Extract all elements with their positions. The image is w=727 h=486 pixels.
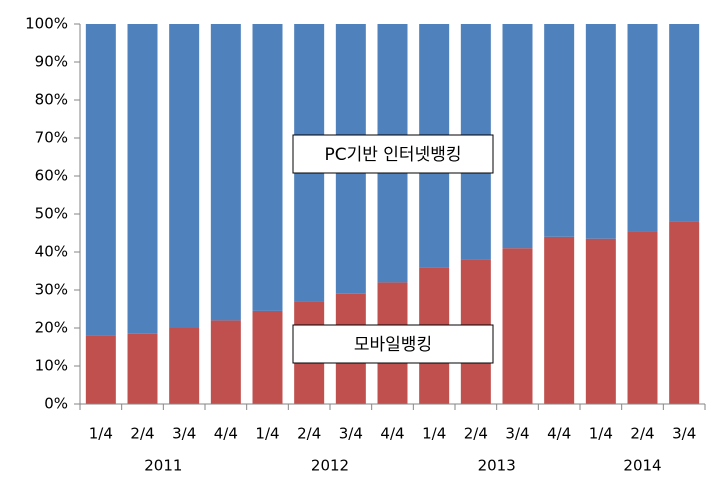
legend-box — [292, 324, 494, 364]
x-tick-label: 4/4 — [214, 425, 238, 443]
year-label: 2014 — [623, 457, 661, 475]
x-tick-label: 4/4 — [380, 425, 404, 443]
y-tick-label: 10% — [35, 357, 68, 375]
x-tick-label: 1/4 — [589, 425, 613, 443]
bar-segment — [669, 221, 700, 404]
x-tick-label: 1/4 — [89, 425, 113, 443]
year-label: 2013 — [478, 457, 516, 475]
x-tick-label: 4/4 — [547, 425, 571, 443]
bar-segment — [252, 310, 283, 404]
bar-segment — [627, 231, 658, 404]
bar-segment — [627, 24, 658, 232]
x-tick-label: 3/4 — [339, 425, 363, 443]
x-tick-label: 2/4 — [464, 425, 488, 443]
bar-segment — [252, 24, 283, 311]
bar-segment — [210, 320, 241, 404]
y-tick-label: 50% — [35, 205, 68, 223]
bar-segment — [127, 24, 158, 334]
bar-segment — [169, 328, 200, 404]
x-tick-label: 2/4 — [130, 425, 154, 443]
y-tick-label: 60% — [35, 167, 68, 185]
x-tick-label: 1/4 — [422, 425, 446, 443]
bar-segment — [585, 238, 616, 404]
legend-label: 모바일뱅킹 — [354, 335, 432, 355]
x-tick-label: 3/4 — [505, 425, 529, 443]
x-tick-label: 2/4 — [297, 425, 321, 443]
bar-segment — [85, 24, 116, 336]
legend-box — [292, 134, 494, 174]
bar-segment — [544, 236, 575, 404]
y-tick-label: 20% — [35, 319, 68, 337]
y-tick-label: 0% — [44, 395, 68, 413]
bar-segment — [502, 24, 533, 249]
x-tick-label: 2/4 — [630, 425, 654, 443]
y-tick-label: 40% — [35, 243, 68, 261]
x-tick-label: 3/4 — [172, 425, 196, 443]
bar-segment — [210, 24, 241, 321]
y-tick-label: 100% — [25, 15, 68, 33]
y-tick-label: 70% — [35, 129, 68, 147]
bar-segment — [544, 24, 575, 237]
y-tick-label: 30% — [35, 281, 68, 299]
bar-segment — [169, 24, 200, 328]
y-tick-label: 80% — [35, 91, 68, 109]
bar-segment — [669, 24, 700, 222]
legend-label: PC기반 인터넷뱅킹 — [324, 145, 461, 165]
bar-segment — [502, 248, 533, 404]
bar-segment — [585, 24, 616, 239]
x-tick-label: 3/4 — [672, 425, 696, 443]
bar-segment — [127, 333, 158, 404]
year-label: 2011 — [144, 457, 182, 475]
year-label: 2012 — [311, 457, 349, 475]
y-tick-label: 90% — [35, 53, 68, 71]
bar-segment — [85, 335, 116, 404]
x-tick-label: 1/4 — [255, 425, 279, 443]
